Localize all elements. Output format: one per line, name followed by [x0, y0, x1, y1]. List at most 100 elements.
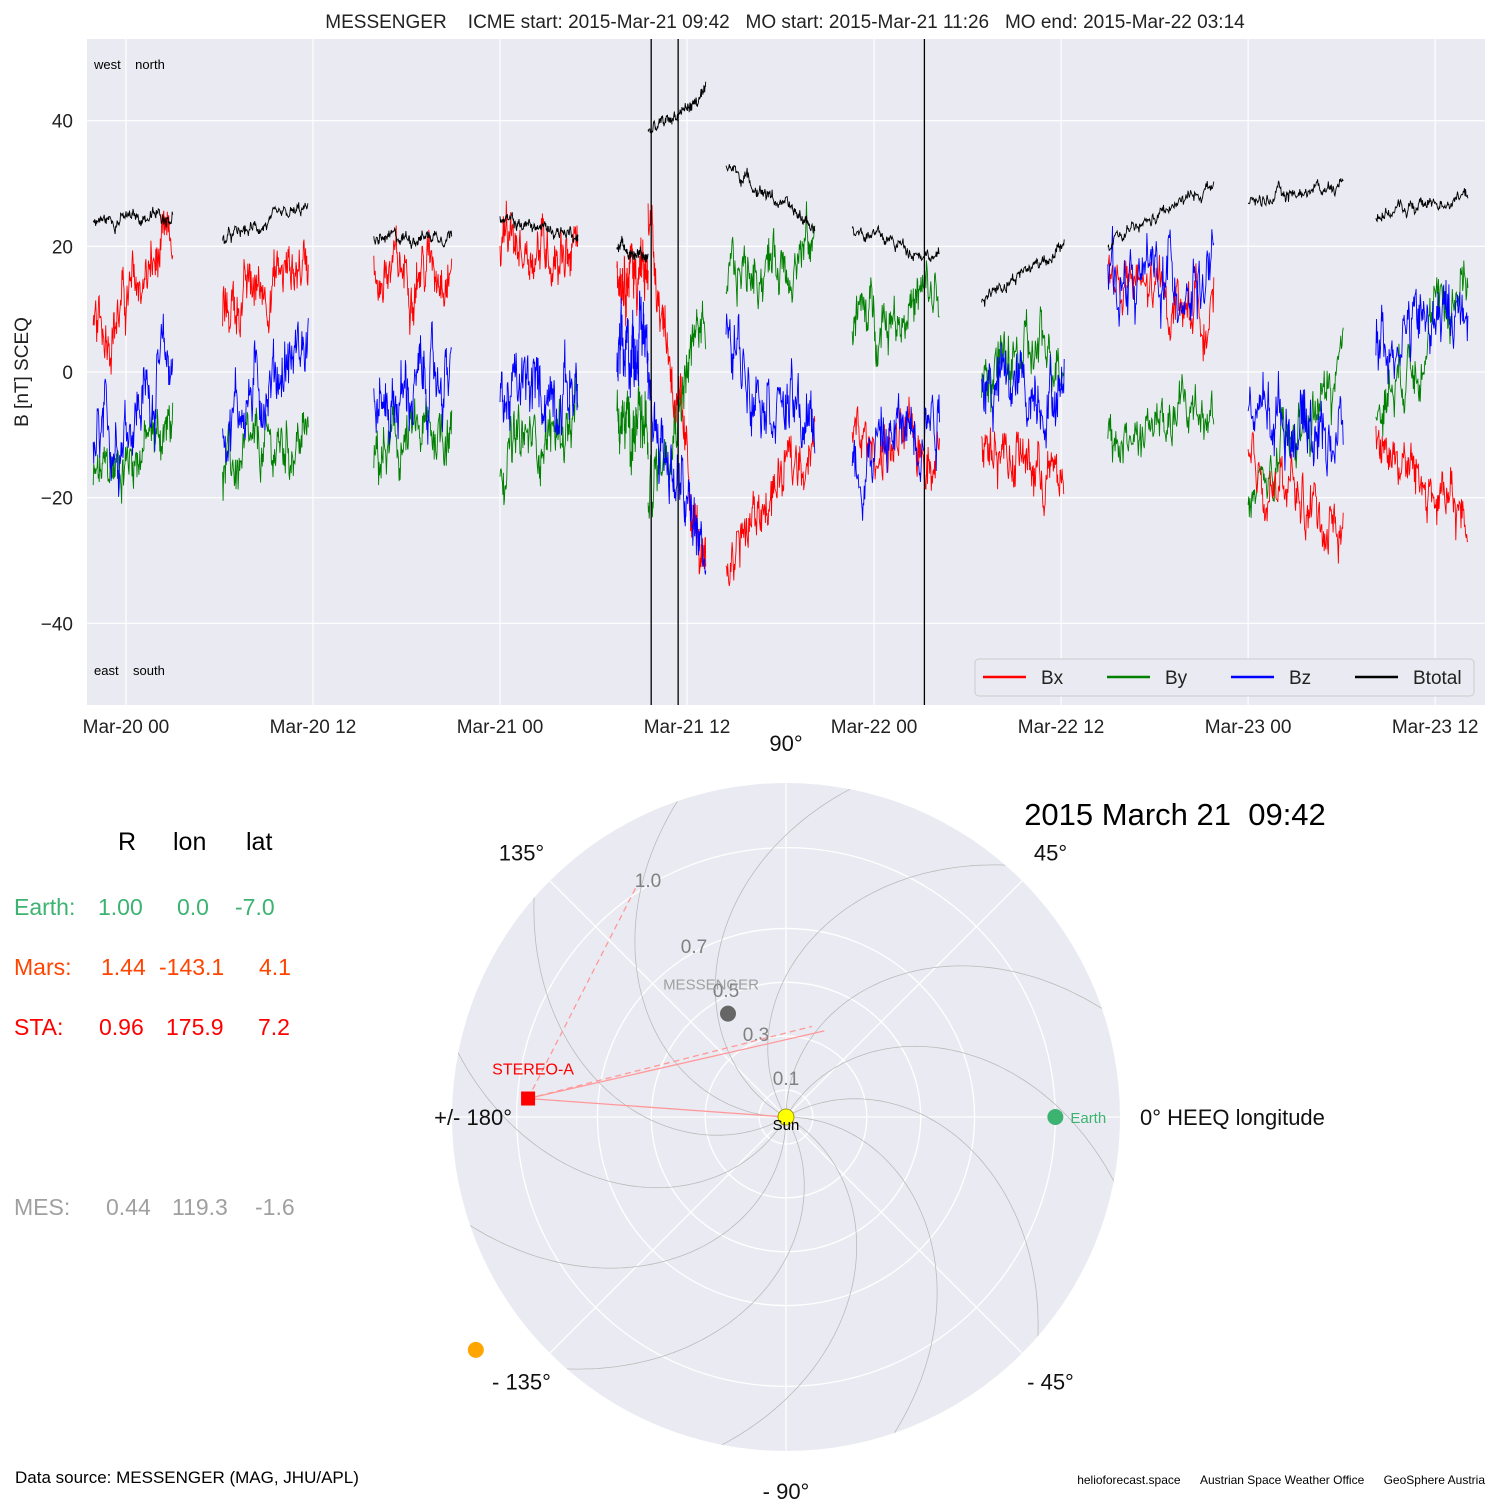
angle-label: - 135° — [492, 1370, 551, 1395]
x-tick-label: Mar-21 12 — [644, 717, 731, 738]
series-line-by — [92, 402, 174, 504]
parker-spiral — [452, 1117, 787, 1269]
series-line-btotal — [1107, 180, 1215, 252]
parker-spiral — [785, 1045, 1120, 1205]
series-line-btotal — [92, 206, 174, 235]
series-line-bx — [1247, 431, 1344, 564]
series-line-by — [1107, 374, 1215, 464]
row-r: 0.96 — [99, 1014, 144, 1040]
series-line-bz — [1247, 370, 1344, 477]
credit-item: Austrian Space Weather Office — [1199, 1473, 1365, 1487]
x-tick-label: Mar-22 12 — [1018, 717, 1105, 738]
series-line-btotal — [647, 81, 707, 134]
view-line-solid — [527, 1030, 825, 1100]
row-lon: 119.3 — [172, 1194, 228, 1220]
parker-spiral — [698, 1116, 858, 1451]
row-name: Mars: — [14, 954, 72, 980]
row-lat: 7.2 — [258, 1014, 290, 1040]
polar-title: 2015 March 21 09:42 — [1024, 797, 1326, 832]
event-lines — [650, 39, 926, 705]
series-line-by — [647, 300, 707, 519]
row-lat: -1.6 — [255, 1194, 295, 1220]
series-line-bz — [981, 342, 1065, 449]
radial-tick-label: 0.5 — [713, 981, 739, 1002]
row-name: MES: — [14, 1194, 71, 1220]
angle-label: 45° — [1034, 840, 1067, 865]
polar-angle-labels: 0° HEEQ longitude 45° 90° 135° +/- 180° - 135… — [434, 731, 1325, 1500]
timeseries-x-ticks: Mar-20 00 Mar-20 12 Mar-21 00 Mar-21 12 Mar-… — [83, 717, 1479, 738]
credits: helioforecast.space Austrian Space Weath… — [1061, 1473, 1485, 1487]
data-source: Data source: MESSENGER (MAG, JHU/APL) — [15, 1468, 359, 1487]
radial-tick-label: 0.7 — [681, 937, 707, 958]
row-lat: -7.0 — [235, 894, 275, 920]
series-line-by — [1375, 260, 1469, 437]
angle-label: - 45° — [1027, 1370, 1074, 1395]
series-line-btotal — [725, 164, 816, 234]
row-lon: 0.0 — [177, 894, 209, 920]
position-row-mes: MES: 0.44 119.3 -1.6 — [14, 1194, 334, 1224]
body-marker-mars — [467, 1341, 484, 1358]
timeseries-y-ticks: −40 −20 0 20 40 — [41, 112, 73, 636]
row-name: Earth: — [14, 894, 76, 920]
header-r: R — [118, 828, 137, 856]
polar-radial-tick-labels: 0.1 0.3 0.5 0.7 1.0 — [635, 871, 799, 1090]
timeseries-title: MESSENGER ICME start: 2015-Mar-21 09:42 … — [325, 12, 1245, 33]
legend-label: By — [1165, 668, 1188, 689]
header-lon: lon — [173, 828, 207, 856]
timeseries-y-label: B [nT] SCEQ — [12, 317, 33, 427]
x-tick-label: Mar-20 00 — [83, 717, 170, 738]
x-tick-label: Mar-20 12 — [270, 717, 357, 738]
series-line-btotal — [1375, 188, 1469, 223]
row-name: STA: — [14, 1014, 64, 1040]
y-tick-label: 40 — [52, 112, 73, 133]
parker-spirals — [452, 783, 1120, 1451]
series-line-btotal — [499, 212, 579, 244]
angle-label: 90° — [769, 731, 802, 756]
series-line-bz — [647, 372, 707, 575]
header-lat: lat — [246, 828, 273, 856]
x-tick-label: Mar-23 00 — [1205, 717, 1292, 738]
series-line-bz — [373, 320, 453, 445]
view-line-solid — [528, 1097, 787, 1118]
polar-bodies: Sun Earth MESSENGER STEREO-A — [467, 977, 1106, 1358]
series-line-bz — [725, 313, 816, 454]
view-line-dashed — [527, 1025, 813, 1100]
parker-spiral — [533, 871, 787, 1136]
series-line-bz — [1107, 225, 1215, 329]
series-line-by — [499, 375, 579, 506]
angle-label: 0° HEEQ longitude — [1140, 1105, 1325, 1130]
x-tick-label: Mar-22 00 — [831, 717, 918, 738]
series-line-bx — [725, 415, 816, 587]
parker-spiral — [785, 1098, 1039, 1363]
body-marker-earth — [1047, 1109, 1064, 1125]
series-line-btotal — [222, 202, 309, 244]
series-line-bz — [92, 313, 174, 497]
y-tick-label: −20 — [41, 489, 73, 510]
radial-tick-label: 1.0 — [635, 871, 661, 892]
series-line-btotal — [373, 226, 453, 249]
series-line-bx — [981, 427, 1065, 517]
series-line-btotal — [981, 239, 1065, 307]
series-line-bx — [373, 225, 453, 335]
row-lon: -143.1 — [159, 954, 225, 980]
stereo-view-lines — [527, 886, 825, 1118]
row-lon: 175.9 — [166, 1014, 224, 1040]
position-row-sta: STA: 0.96 175.9 7.2 — [14, 1014, 334, 1044]
parker-spiral — [785, 965, 1120, 1117]
body-marker-stereo-a — [521, 1091, 536, 1106]
series-line-bz — [1375, 279, 1469, 385]
series-line-bx — [1375, 425, 1469, 543]
series-line-btotal — [616, 235, 649, 263]
radial-tick-label: 0.3 — [743, 1025, 769, 1046]
body-marker-messenger — [720, 1005, 737, 1022]
corner-label-top: west north — [93, 57, 165, 72]
angle-label: +/- 180° — [434, 1105, 512, 1130]
series-line-bx — [222, 239, 309, 338]
y-tick-label: 0 — [62, 363, 73, 384]
body-label-earth: Earth — [1070, 1110, 1106, 1127]
series-line-bx — [1107, 254, 1215, 362]
row-r: 1.00 — [98, 894, 143, 920]
legend-label: Bx — [1041, 668, 1064, 689]
x-tick-label: Mar-23 12 — [1392, 717, 1479, 738]
